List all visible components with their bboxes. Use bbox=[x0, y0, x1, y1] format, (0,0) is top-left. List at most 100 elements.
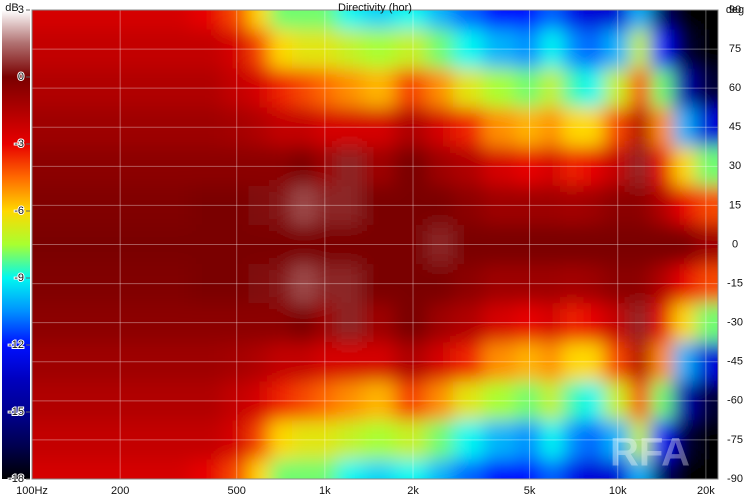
heat-cell bbox=[269, 381, 293, 421]
heat-cell bbox=[248, 342, 271, 382]
heat-cell bbox=[222, 29, 249, 70]
heat-cell bbox=[190, 459, 224, 479]
heat-cell bbox=[314, 264, 337, 304]
heat-cell bbox=[629, 381, 652, 421]
colorbar-tick-label: -12 bbox=[8, 339, 24, 351]
heat-cell bbox=[562, 303, 582, 343]
colorbar-label: dB bbox=[5, 2, 18, 14]
heat-cell bbox=[672, 342, 697, 382]
heat-cell bbox=[650, 29, 674, 70]
heat-cell bbox=[482, 381, 516, 421]
y-tick-label: 0 bbox=[732, 238, 738, 250]
heat-cell bbox=[452, 146, 484, 187]
heat-cell bbox=[695, 224, 718, 265]
heat-cell bbox=[562, 342, 582, 382]
heat-cell bbox=[482, 185, 516, 226]
colorbar-tick-label: 0 bbox=[18, 71, 24, 83]
heat-cell bbox=[580, 68, 605, 109]
x-tick-label: 100Hz bbox=[16, 485, 48, 497]
x-tick-label: 5k bbox=[524, 485, 536, 497]
heat-cell bbox=[101, 146, 147, 187]
heat-cell bbox=[394, 420, 428, 460]
heat-cell bbox=[562, 68, 582, 109]
heat-cell bbox=[603, 420, 630, 460]
heat-cell bbox=[515, 303, 542, 343]
heat-cell bbox=[629, 68, 652, 109]
heat-cell bbox=[336, 29, 363, 70]
heat-cell bbox=[145, 381, 191, 421]
heat-cell bbox=[269, 68, 293, 109]
heat-cell bbox=[336, 381, 363, 421]
y-tick-label: 30 bbox=[729, 160, 741, 172]
heat-cell bbox=[32, 146, 59, 187]
heat-cell bbox=[603, 68, 630, 109]
colorbar-tick-label: -15 bbox=[8, 406, 24, 418]
heat-cell bbox=[362, 342, 396, 382]
heat-cell bbox=[541, 10, 564, 31]
y-tick-label: -30 bbox=[727, 317, 743, 329]
heat-cell bbox=[427, 381, 454, 421]
heat-cell bbox=[452, 303, 484, 343]
heat-cell bbox=[248, 185, 271, 226]
heat-cell bbox=[482, 420, 516, 460]
heat-cell bbox=[580, 381, 605, 421]
colorbar-tick-label: -18 bbox=[8, 473, 24, 485]
heat-cell bbox=[629, 107, 652, 148]
heat-cell bbox=[248, 381, 271, 421]
heat-cell bbox=[269, 224, 293, 265]
heat-cell bbox=[291, 10, 316, 31]
heat-cell bbox=[672, 264, 697, 304]
heat-cell bbox=[336, 10, 363, 31]
y-tick-label: -45 bbox=[727, 356, 743, 368]
heat-cell bbox=[452, 10, 484, 31]
y-tick-label: 15 bbox=[729, 199, 741, 211]
heat-cell bbox=[394, 29, 428, 70]
heat-cell bbox=[580, 459, 605, 479]
heat-cell bbox=[541, 264, 564, 304]
heat-cell bbox=[101, 420, 147, 460]
heat-cell bbox=[603, 185, 630, 226]
heat-cell bbox=[314, 68, 337, 109]
heat-cell bbox=[145, 146, 191, 187]
colorbar-tick-label: 3 bbox=[18, 4, 24, 16]
heat-cell bbox=[248, 68, 271, 109]
heat-cell bbox=[145, 264, 191, 304]
heat-cell bbox=[190, 68, 224, 109]
heat-cell bbox=[32, 420, 59, 460]
heat-cell bbox=[248, 29, 271, 70]
heat-cell bbox=[482, 10, 516, 31]
heat-cell bbox=[562, 146, 582, 187]
heat-cell bbox=[650, 381, 674, 421]
y-tick-label: 45 bbox=[729, 121, 741, 133]
heat-cell bbox=[695, 107, 718, 148]
heat-cell bbox=[314, 420, 337, 460]
x-tick-label: 2k bbox=[407, 485, 419, 497]
heat-cell bbox=[394, 264, 428, 304]
heat-cell bbox=[580, 146, 605, 187]
heat-cell bbox=[452, 29, 484, 70]
watermark: RFA bbox=[610, 431, 690, 475]
heat-cell bbox=[32, 224, 59, 265]
heat-cell bbox=[222, 185, 249, 226]
heat-cell bbox=[650, 68, 674, 109]
heat-cell bbox=[427, 224, 454, 265]
heat-cell bbox=[190, 29, 224, 70]
heat-cell bbox=[695, 264, 718, 304]
x-tick-label: 20k bbox=[697, 485, 715, 497]
heat-cell bbox=[248, 264, 271, 304]
heat-cell bbox=[222, 381, 249, 421]
heat-cell bbox=[291, 146, 316, 187]
heat-cell bbox=[427, 420, 454, 460]
heat-cell bbox=[629, 29, 652, 70]
heat-cell bbox=[394, 459, 428, 479]
y-tick-label: 75 bbox=[729, 43, 741, 55]
heat-cell bbox=[269, 420, 293, 460]
heat-cell bbox=[269, 303, 293, 343]
heat-cell bbox=[32, 342, 59, 382]
heat-cell bbox=[394, 68, 428, 109]
heat-cell bbox=[427, 146, 454, 187]
heat-cell bbox=[672, 459, 697, 479]
heat-cell bbox=[515, 342, 542, 382]
heat-cell bbox=[269, 10, 293, 31]
heat-cell bbox=[336, 342, 363, 382]
